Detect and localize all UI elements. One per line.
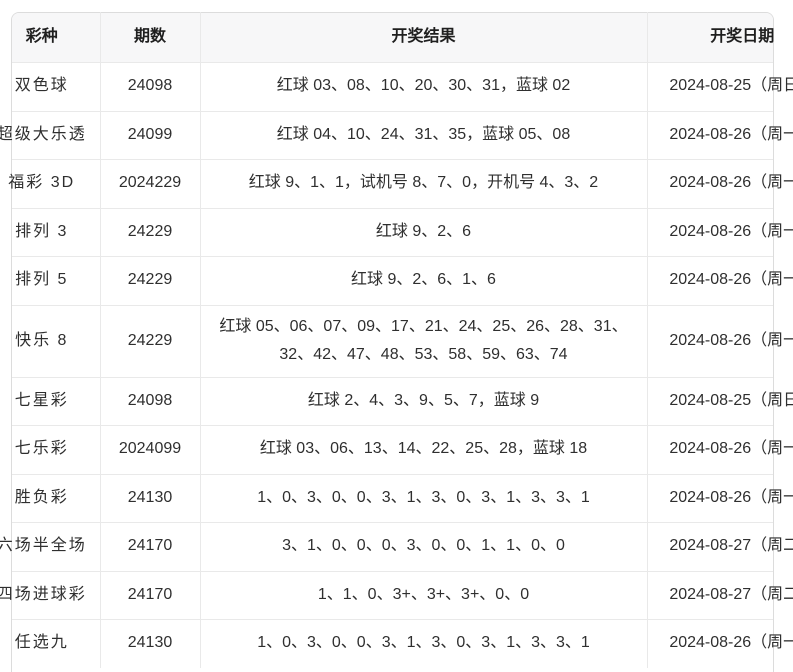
table-row: 任选九 24130 1、0、3、0、0、3、1、3、0、3、1、3、3、1 2024-… bbox=[0, 619, 793, 668]
lottery-type-cell: 六场半全场 bbox=[0, 537, 87, 555]
date-cell: 2024-08-27（周二） bbox=[646, 522, 793, 571]
date-cell: 2024-08-27（周二） bbox=[646, 570, 793, 619]
table-row: 胜负彩 24130 1、0、3、0、0、3、1、3、0、3、1、3、3、1 2024-… bbox=[0, 473, 793, 522]
date-cell: 2024-08-26（周一） bbox=[646, 473, 793, 522]
date-cell: 2024-08-26（周一） bbox=[646, 304, 793, 377]
issue-cell: 24170 bbox=[99, 522, 200, 571]
issue-cell: 24098 bbox=[99, 376, 200, 425]
date-cell: 2024-08-26（周一） bbox=[646, 425, 793, 474]
table-row: 双色球 24098 红球 03、08、10、20、30、31，蓝球 02 2024-0… bbox=[0, 62, 793, 111]
lottery-type-cell: 四场进球彩 bbox=[0, 585, 87, 603]
lottery-type-cell: 胜负彩 bbox=[14, 488, 69, 506]
lottery-type-cell: 快乐 8 bbox=[15, 331, 69, 349]
issue-cell: 2024229 bbox=[99, 159, 200, 208]
result-cell: 1、1、0、3+、3+、3+、0、0 bbox=[199, 570, 647, 619]
issue-cell: 24098 bbox=[99, 62, 200, 111]
result-cell: 红球 9、1、1，试机号 8、7、0，开机号 4、3、2 bbox=[199, 159, 647, 208]
lottery-type-cell: 七星彩 bbox=[14, 391, 69, 409]
result-cell: 红球 2、4、3、9、5、7，蓝球 9 bbox=[199, 376, 647, 425]
lottery-type-cell: 七乐彩 bbox=[14, 440, 69, 458]
issue-cell: 24099 bbox=[99, 110, 200, 159]
result-cell: 1、0、3、0、0、3、1、3、0、3、1、3、3、1 bbox=[199, 619, 647, 668]
table-row: 福彩 3D 2024229 红球 9、1、1，试机号 8、7、0，开机号 4、3、2… bbox=[0, 159, 793, 208]
date-cell: 2024-08-26（周一） bbox=[646, 256, 793, 305]
date-cell: 2024-08-26（周一） bbox=[646, 159, 793, 208]
table-row: 七乐彩 2024099 红球 03、06、13、14、22、25、28，蓝球 18 2… bbox=[0, 425, 793, 474]
issue-cell: 24130 bbox=[99, 619, 200, 668]
result-cell: 红球 9、2、6、1、6 bbox=[199, 256, 647, 305]
lottery-type-cell: 福彩 3D bbox=[8, 174, 76, 192]
table-header-row: 彩种 期数 开奖结果 开奖日期 bbox=[0, 12, 793, 62]
result-cell: 3、1、0、0、0、3、0、0、1、1、0、0 bbox=[199, 522, 647, 571]
result-cell: 红球 04、10、24、31、35，蓝球 05、08 bbox=[199, 110, 647, 159]
issue-cell: 24130 bbox=[99, 473, 200, 522]
date-cell: 2024-08-26（周一） bbox=[646, 110, 793, 159]
lottery-type-cell: 任选九 bbox=[14, 634, 69, 652]
issue-cell: 24229 bbox=[99, 304, 200, 377]
date-cell: 2024-08-25（周日） bbox=[646, 62, 793, 111]
issue-cell: 24229 bbox=[99, 256, 200, 305]
table-row: 四场进球彩 24170 1、1、0、3+、3+、3+、0、0 2024-08-27（周… bbox=[0, 570, 793, 619]
table-row: 七星彩 24098 红球 2、4、3、9、5、7，蓝球 9 2024-08-25（周日… bbox=[0, 376, 793, 425]
date-cell: 2024-08-26（周一） bbox=[646, 207, 793, 256]
column-header-result: 开奖结果 bbox=[199, 12, 647, 62]
issue-cell: 24229 bbox=[99, 207, 200, 256]
date-cell: 2024-08-25（周日） bbox=[646, 376, 793, 425]
lottery-type-cell: 双色球 bbox=[14, 77, 69, 95]
result-cell: 红球 03、08、10、20、30、31，蓝球 02 bbox=[199, 62, 647, 111]
date-cell: 2024-08-26（周一） bbox=[646, 619, 793, 668]
results-table: 彩种 期数 开奖结果 开奖日期 双色球 24098 红球 03、08、10、20、3… bbox=[0, 12, 793, 668]
issue-cell: 2024099 bbox=[99, 425, 200, 474]
result-cell: 红球 9、2、6 bbox=[199, 207, 647, 256]
table-row: 快乐 8 24229 红球 05、06、07、09、17、21、24、25、26、2… bbox=[0, 304, 793, 377]
result-cell: 红球 05、06、07、09、17、21、24、25、26、28、31、32、4… bbox=[199, 304, 647, 377]
column-header-issue: 期数 bbox=[99, 12, 200, 62]
issue-cell: 24170 bbox=[99, 570, 200, 619]
table-row: 六场半全场 24170 3、1、0、0、0、3、0、0、1、1、0、0 2024-08… bbox=[0, 522, 793, 571]
lottery-type-cell: 排列 3 bbox=[15, 222, 69, 240]
column-header-date: 开奖日期 bbox=[646, 12, 793, 62]
result-cell: 红球 03、06、13、14、22、25、28，蓝球 18 bbox=[199, 425, 647, 474]
lottery-type-cell: 排列 5 bbox=[15, 271, 69, 289]
results-table-body: 双色球 24098 红球 03、08、10、20、30、31，蓝球 02 2024-0… bbox=[0, 62, 793, 668]
lottery-type-cell: 超级大乐透 bbox=[0, 125, 87, 143]
table-row: 超级大乐透 24099 红球 04、10、24、31、35，蓝球 05、08 2024… bbox=[0, 110, 793, 159]
result-cell: 1、0、3、0、0、3、1、3、0、3、1、3、3、1 bbox=[199, 473, 647, 522]
column-header-lottery-type: 彩种 bbox=[25, 28, 58, 45]
